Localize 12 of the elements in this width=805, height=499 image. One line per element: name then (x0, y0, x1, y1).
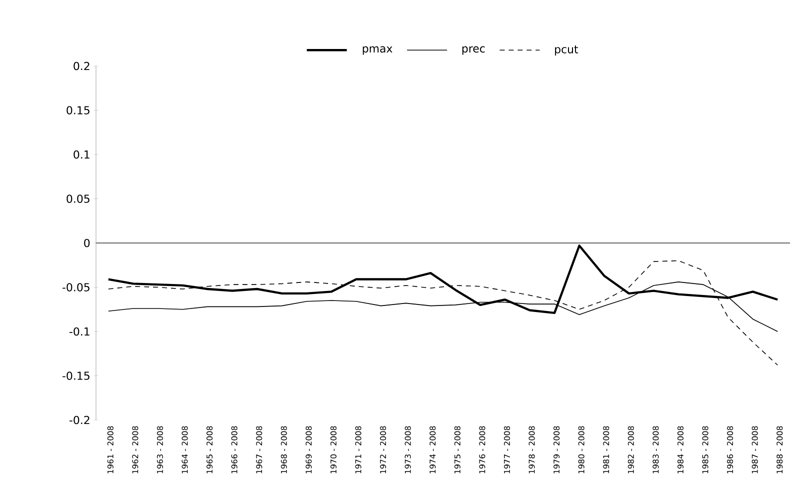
y-tick-label: 0.2 (74, 62, 90, 70)
legend-label: prec (462, 46, 485, 55)
legend-label: pmax (362, 46, 392, 55)
legend-label: pcut (555, 46, 578, 56)
y-tick-label: -0.1 (70, 327, 90, 336)
y-tick-label: 0.15 (66, 106, 90, 114)
y-tick-label: -0.05 (62, 283, 90, 292)
y-tick-label: 0 (84, 238, 90, 248)
y-tick-label: -0.2 (70, 416, 90, 424)
y-tick-label: 0.1 (74, 150, 90, 159)
y-tick-label: 0.05 (66, 194, 90, 203)
y-tick-label: -0.15 (62, 372, 90, 380)
